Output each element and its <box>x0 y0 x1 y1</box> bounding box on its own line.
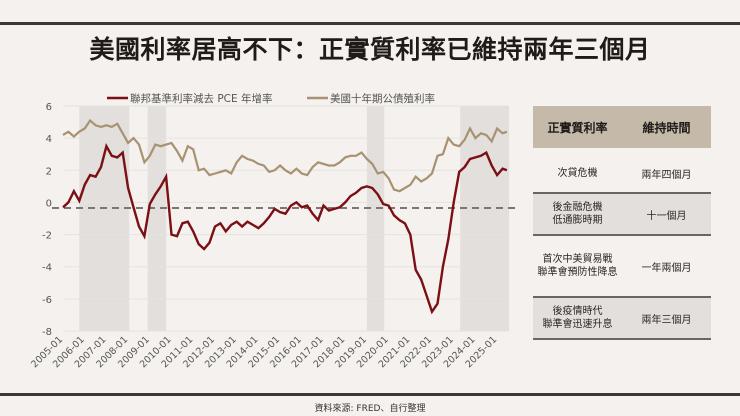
x-axis: 2005-012006-012007-012008-012009-012010-… <box>29 334 499 370</box>
y-tick-label: -2 <box>42 231 52 242</box>
y-tick-label: 2 <box>46 166 52 177</box>
duration-value: 兩年四個月 <box>641 169 692 181</box>
table-row: 首次中美貿易戰 聯準會預防性降息 一年兩個月 <box>533 236 711 298</box>
legend-label-real-rate: 聯邦基準利率減去 PCE 年增率 <box>130 92 272 105</box>
real-rate-duration-table: 正實質利率 維持時間 次貸危機 兩年四個月 後金融危機低通膨時期 十一個月 首次… <box>533 106 711 340</box>
source-note: 資料來源: FRED、自行整理 <box>314 404 426 414</box>
table-header: 正實質利率 維持時間 <box>533 106 711 148</box>
duration-value: 十一個月 <box>646 210 687 222</box>
top-rule <box>0 22 740 25</box>
shaded-period <box>366 106 385 331</box>
table-row: 後金融危機低通膨時期 十一個月 <box>533 194 711 236</box>
period-label: 首次中美貿易戰 <box>542 254 613 265</box>
shaded-period <box>79 106 130 331</box>
period-sublabel: 聯準會迅速升息 <box>542 319 613 330</box>
y-tick-label: -6 <box>42 295 52 306</box>
page-title: 美國利率居高不下：正實質利率已維持兩年三個月 <box>89 35 651 64</box>
y-axis: 6 4 2 0 -2 -4 -6 -8 <box>42 102 52 338</box>
bottom-rule <box>0 393 740 396</box>
duration-value: 一年兩個月 <box>641 262 692 274</box>
period-label: 後金融危機 <box>552 202 603 213</box>
shaded-period <box>147 106 167 331</box>
table-row: 後疫情時代聯準會迅速升息 兩年三個月 <box>533 298 711 340</box>
y-tick-label: 4 <box>46 134 52 145</box>
shaded-periods <box>79 106 510 331</box>
legend: 聯邦基準利率減去 PCE 年增率 美國十年期公債殖利率 <box>107 92 435 105</box>
shaded-period <box>460 106 510 331</box>
table-row: 次貸危機 兩年四個月 <box>533 154 711 194</box>
legend-label-10y: 美國十年期公債殖利率 <box>330 92 435 105</box>
series-real-rate-line <box>62 143 508 315</box>
period-sublabel: 低通膨時期 <box>552 215 603 226</box>
period-label: 後疫情時代 <box>552 306 603 317</box>
y-tick-label: -4 <box>42 263 52 274</box>
header-period: 正實質利率 <box>547 120 608 135</box>
duration-value: 兩年三個月 <box>641 314 692 326</box>
grid-lines <box>63 105 508 332</box>
period-sublabel: 聯準會預防性降息 <box>537 267 618 278</box>
series-10y-yield-line <box>62 118 508 193</box>
y-tick-label: 0 <box>46 198 52 209</box>
y-tick-label: -8 <box>42 327 52 338</box>
y-tick-label: 6 <box>46 102 52 113</box>
period-label: 次貸危機 <box>557 167 598 179</box>
header-duration: 維持時間 <box>642 120 691 135</box>
